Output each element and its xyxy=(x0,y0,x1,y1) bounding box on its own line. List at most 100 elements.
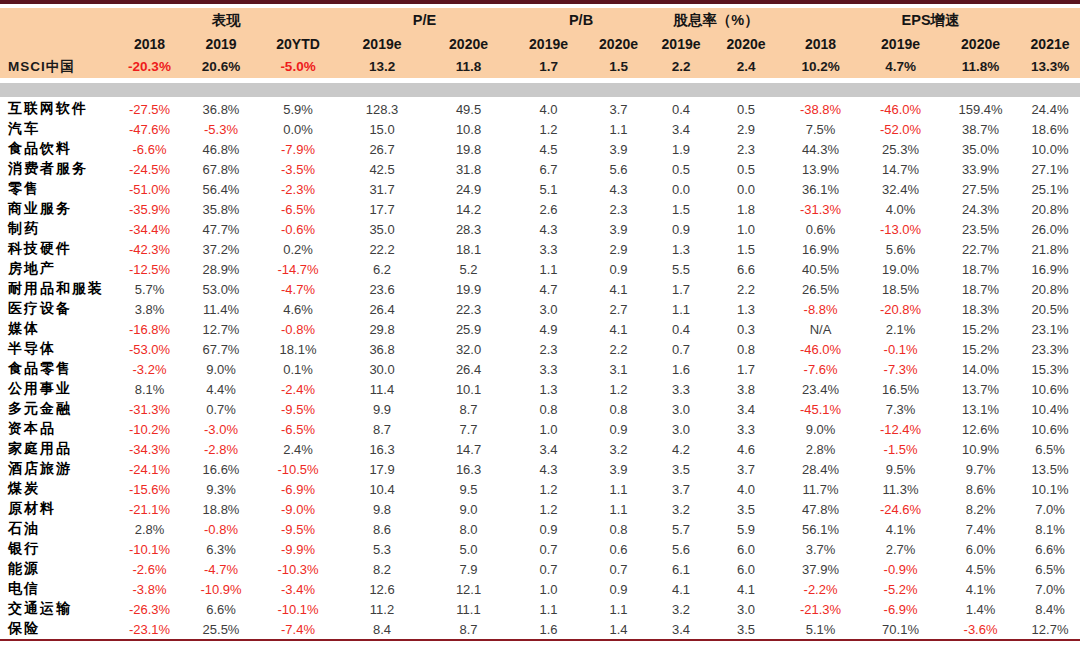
table-row-3-cell-10: 14.7% xyxy=(860,159,941,179)
table-row-9: 耐用品和服装5.7%53.0%-4.7%23.619.94.74.11.72.2… xyxy=(0,279,1080,299)
table-row-15: 多元金融-31.3%0.7%-9.5%9.98.70.80.83.03.4-45… xyxy=(0,399,1080,419)
table-row-22-cell-0: -10.1% xyxy=(115,539,184,559)
table-row-8: 房地产-12.5%28.9%-14.7%6.25.21.10.95.56.640… xyxy=(0,259,1080,279)
table-row-11-label: 媒体 xyxy=(0,319,115,339)
table-row-10-cell-1: 11.4% xyxy=(184,299,258,319)
table-row-0-cell-8: 0.5 xyxy=(711,99,781,119)
table-row-14-cell-9: 23.4% xyxy=(781,379,860,399)
table-row-21-cell-12: 8.1% xyxy=(1020,519,1080,539)
table-row-24-cell-12: 7.0% xyxy=(1020,579,1080,599)
table-row-1-cell-4: 10.8 xyxy=(426,119,511,139)
table-row-25-cell-9: -21.3% xyxy=(781,599,860,619)
table-row-7: 科技硬件-42.3%37.2%0.2%22.218.13.32.91.31.51… xyxy=(0,239,1080,259)
table-row-14-label: 公用事业 xyxy=(0,379,115,399)
table-row-25: 交通运输-26.3%6.6%-10.1%11.211.11.11.13.23.0… xyxy=(0,599,1080,619)
table-row-18-label: 酒店旅游 xyxy=(0,459,115,479)
table-row-17-cell-8: 4.6 xyxy=(711,439,781,459)
table-row-13-label: 食品零售 xyxy=(0,359,115,379)
table-row-26: 保险-23.1%25.5%-7.4%8.48.71.61.43.43.55.1%… xyxy=(0,619,1080,639)
column-header-9: 2018 xyxy=(781,32,860,55)
summary-row-msci-china-cell-9: 10.2% xyxy=(781,55,860,78)
table-row-4-cell-7: 0.0 xyxy=(651,179,711,199)
table-row-10: 医疗设备3.8%11.4%4.6%26.422.33.02.71.11.3-8.… xyxy=(0,299,1080,319)
summary-row-msci-china-cell-3: 13.2 xyxy=(338,55,426,78)
table-row-25-cell-11: 1.4% xyxy=(941,599,1020,619)
table-row-6-cell-1: 47.7% xyxy=(184,219,258,239)
table-row-10-cell-12: 20.5% xyxy=(1020,299,1080,319)
summary-row-msci-china-label: MSCI中国 xyxy=(0,55,115,78)
table-row-14-cell-1: 4.4% xyxy=(184,379,258,399)
table-row-6-cell-8: 1.0 xyxy=(711,219,781,239)
table-row-11-cell-3: 29.8 xyxy=(338,319,426,339)
table-row-14-cell-4: 10.1 xyxy=(426,379,511,399)
table-row-2-cell-6: 3.9 xyxy=(586,139,651,159)
table-row-1-cell-11: 38.7% xyxy=(941,119,1020,139)
table-row-4-cell-8: 0.0 xyxy=(711,179,781,199)
sector-valuation-table-page: 表现P/EP/B股息率（%）EPS增速2018201920YTD2019e202… xyxy=(0,0,1080,641)
table-row-14-cell-3: 11.4 xyxy=(338,379,426,399)
table-row-9-cell-12: 20.8% xyxy=(1020,279,1080,299)
table-row-8-cell-6: 0.9 xyxy=(586,259,651,279)
table-row-8-cell-5: 1.1 xyxy=(511,259,586,279)
table-row-8-cell-8: 6.6 xyxy=(711,259,781,279)
table-row-3-cell-0: -24.5% xyxy=(115,159,184,179)
table-row-14-cell-5: 1.3 xyxy=(511,379,586,399)
table-row-17-cell-10: -1.5% xyxy=(860,439,941,459)
table-row-20-cell-7: 3.2 xyxy=(651,499,711,519)
table-row-20-cell-2: -9.0% xyxy=(258,499,338,519)
table-row-0-cell-12: 24.4% xyxy=(1020,99,1080,119)
table-row-15-cell-6: 0.8 xyxy=(586,399,651,419)
column-header-0: 2018 xyxy=(115,32,184,55)
table-row-18-cell-9: 28.4% xyxy=(781,459,860,479)
table-row-6-cell-2: -0.6% xyxy=(258,219,338,239)
table-row-23-cell-5: 0.7 xyxy=(511,559,586,579)
column-header-1: 2019 xyxy=(184,32,258,55)
table-row-10-cell-6: 2.7 xyxy=(586,299,651,319)
table-row-17-cell-3: 16.3 xyxy=(338,439,426,459)
table-row-13-cell-6: 3.1 xyxy=(586,359,651,379)
table-row-22-cell-8: 6.0 xyxy=(711,539,781,559)
separator-band xyxy=(0,83,1080,97)
table-row-13-cell-11: 14.0% xyxy=(941,359,1020,379)
table-row-1-cell-12: 18.6% xyxy=(1020,119,1080,139)
table-row-11-cell-0: -16.8% xyxy=(115,319,184,339)
table-row-0-cell-10: -46.0% xyxy=(860,99,941,119)
table-row-9-cell-2: -4.7% xyxy=(258,279,338,299)
summary-row-msci-china-cell-1: 20.6% xyxy=(184,55,258,78)
table-row-11-cell-12: 23.1% xyxy=(1020,319,1080,339)
table-row-9-cell-5: 4.7 xyxy=(511,279,586,299)
table-row-2-cell-4: 19.8 xyxy=(426,139,511,159)
table-row-10-cell-2: 4.6% xyxy=(258,299,338,319)
table-row-20: 原材料-21.1%18.8%-9.0%9.89.01.21.13.23.547.… xyxy=(0,499,1080,519)
table-row-7-cell-11: 22.7% xyxy=(941,239,1020,259)
table-row-7-cell-7: 1.3 xyxy=(651,239,711,259)
table-row-0-cell-1: 36.8% xyxy=(184,99,258,119)
table-row-3: 消费者服务-24.5%67.8%-3.5%42.531.86.75.60.50.… xyxy=(0,159,1080,179)
table-row-4-cell-2: -2.3% xyxy=(258,179,338,199)
table-row-9-cell-11: 18.7% xyxy=(941,279,1020,299)
table-row-6-cell-9: 0.6% xyxy=(781,219,860,239)
table-row-26-cell-3: 8.4 xyxy=(338,619,426,639)
table-row-11-cell-7: 0.4 xyxy=(651,319,711,339)
table-row-9-cell-9: 26.5% xyxy=(781,279,860,299)
table-row-2-label: 食品饮料 xyxy=(0,139,115,159)
table-row-6-cell-12: 26.0% xyxy=(1020,219,1080,239)
table-row-26-cell-7: 3.4 xyxy=(651,619,711,639)
table-row-24-cell-2: -3.4% xyxy=(258,579,338,599)
separator-row xyxy=(0,78,1080,99)
table-row-23-cell-1: -4.7% xyxy=(184,559,258,579)
table-row-23-cell-2: -10.3% xyxy=(258,559,338,579)
summary-row-msci-china-cell-8: 2.4 xyxy=(711,55,781,78)
table-row-2-cell-2: -7.9% xyxy=(258,139,338,159)
table-row-19-cell-0: -15.6% xyxy=(115,479,184,499)
table-row-11-cell-9: N/A xyxy=(781,319,860,339)
table-row-13-cell-2: 0.1% xyxy=(258,359,338,379)
table-row-11: 媒体-16.8%12.7%-0.8%29.825.94.94.10.40.3N/… xyxy=(0,319,1080,339)
table-row-10-label: 医疗设备 xyxy=(0,299,115,319)
table-row-4-cell-12: 25.1% xyxy=(1020,179,1080,199)
table-row-22-cell-2: -9.9% xyxy=(258,539,338,559)
column-header-7: 2019e xyxy=(651,32,711,55)
table-row-22-cell-12: 6.6% xyxy=(1020,539,1080,559)
table-row-3-cell-7: 0.5 xyxy=(651,159,711,179)
table-row-19-cell-9: 11.7% xyxy=(781,479,860,499)
